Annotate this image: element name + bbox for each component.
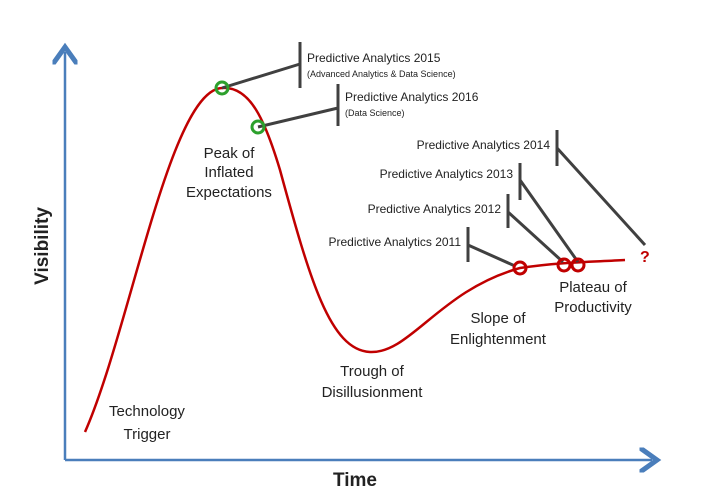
phase-label: Trigger bbox=[124, 426, 171, 443]
annotation-title: Predictive Analytics 2016 bbox=[345, 90, 479, 104]
annotation-title: Predictive Analytics 2014 bbox=[417, 138, 551, 152]
x-axis-label: Time bbox=[333, 470, 377, 491]
annotation-title: Predictive Analytics 2012 bbox=[368, 202, 502, 216]
annotation-title: Predictive Analytics 2015 bbox=[307, 51, 441, 65]
annotation-subtitle: (Advanced Analytics & Data Science) bbox=[307, 69, 456, 79]
phase-label: Slope of bbox=[470, 310, 526, 327]
green-marker bbox=[214, 80, 230, 96]
phase-label: Disillusionment bbox=[322, 384, 424, 401]
phase-label: Inflated bbox=[204, 164, 253, 181]
phase-label: Trough of bbox=[340, 363, 404, 380]
green-marker bbox=[250, 119, 266, 135]
phase-label: Enlightenment bbox=[450, 331, 547, 348]
red-marker bbox=[570, 257, 586, 273]
phase-label: Technology bbox=[109, 403, 185, 420]
callouts bbox=[221, 42, 647, 268]
future-marker: ? bbox=[640, 249, 650, 266]
phase-label: Productivity bbox=[554, 299, 632, 316]
annotation-title: Predictive Analytics 2011 bbox=[328, 235, 461, 249]
phase-label: Plateau of bbox=[559, 279, 627, 296]
red-marker bbox=[512, 260, 528, 276]
phase-label: Peak of bbox=[204, 145, 256, 162]
red-marker bbox=[556, 257, 572, 273]
y-axis-label: Visibility bbox=[32, 207, 53, 285]
phase-label: Expectations bbox=[186, 184, 272, 201]
annotation-subtitle: (Data Science) bbox=[345, 108, 405, 118]
hype-curve bbox=[83, 86, 626, 433]
annotation-title: Predictive Analytics 2013 bbox=[380, 167, 514, 181]
